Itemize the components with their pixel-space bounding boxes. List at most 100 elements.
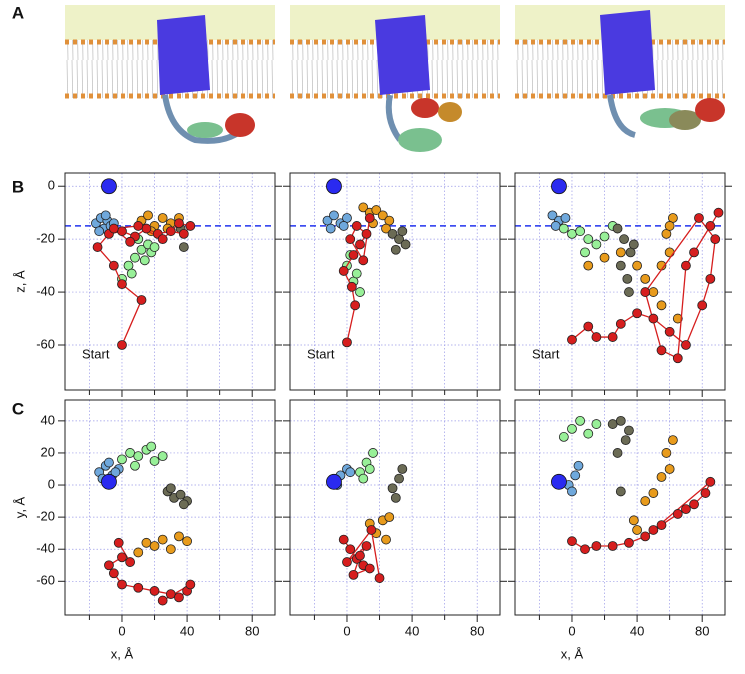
data-point: [165, 589, 176, 600]
data-point: [146, 441, 157, 452]
reference-point: [326, 178, 342, 195]
data-point: [628, 515, 639, 526]
data-point: [705, 273, 716, 284]
points: [94, 441, 196, 606]
data-point: [108, 223, 119, 234]
data-point: [117, 579, 127, 590]
x-tick-label: 80: [470, 623, 484, 638]
data-point: [165, 483, 176, 494]
data-point: [575, 415, 586, 426]
plot-frame: [289, 172, 501, 391]
data-point: [681, 340, 691, 350]
data-point: [364, 213, 375, 223]
data-point: [573, 460, 584, 471]
data-point: [358, 202, 369, 213]
data-point: [640, 496, 651, 506]
y-tick-label: -60: [36, 573, 55, 588]
reference-point: [326, 473, 342, 490]
plot-frame: [64, 172, 276, 391]
y-tick-label: 0: [48, 178, 55, 193]
data-point: [583, 428, 594, 439]
data-point: [182, 536, 192, 547]
data-point: [591, 541, 602, 551]
data-point: [345, 467, 356, 478]
y-axis-label: y, Å: [12, 496, 27, 518]
data-point: [141, 537, 152, 548]
data-point: [615, 260, 626, 271]
data-point: [397, 464, 408, 474]
data-point: [661, 448, 672, 458]
data-point: [358, 255, 369, 266]
reference-point: [101, 178, 117, 195]
data-point: [580, 544, 590, 555]
data-point: [705, 221, 716, 231]
data-point: [640, 531, 651, 542]
data-point: [157, 451, 168, 462]
data-point: [338, 534, 349, 545]
data-point: [558, 432, 569, 442]
data-point: [384, 512, 395, 523]
data-point: [580, 247, 590, 258]
data-point: [570, 470, 581, 481]
data-point: [361, 228, 372, 239]
data-point: [355, 287, 365, 297]
data-point: [364, 563, 375, 574]
data-point: [560, 213, 571, 223]
data-point: [599, 231, 610, 242]
data-point: [656, 300, 667, 311]
data-point: [374, 573, 385, 583]
plot-panel: 0 -20 -40 -60 Start z, Å: [12, 172, 282, 397]
data-point: [591, 332, 602, 342]
data-point: [648, 525, 659, 535]
data-point: [117, 340, 127, 350]
y-tick-label: 0: [48, 476, 55, 491]
data-point: [178, 499, 189, 510]
data-point: [338, 266, 349, 276]
data-point: [185, 579, 196, 590]
data-point: [108, 260, 119, 271]
data-point: [624, 425, 634, 436]
data-point: [355, 239, 365, 250]
reference-point: [551, 473, 567, 490]
x-tick-label: 40: [405, 623, 419, 638]
data-point: [612, 223, 623, 234]
data-point: [100, 210, 111, 221]
data-point: [371, 205, 382, 215]
data-point: [664, 326, 675, 337]
data-point: [149, 586, 160, 596]
data-point: [607, 541, 618, 551]
data-point: [632, 308, 642, 319]
data-point: [624, 537, 634, 548]
data-point: [178, 242, 189, 252]
data-point: [342, 337, 352, 348]
panel-label: B: [12, 177, 24, 196]
data-point: [139, 255, 150, 266]
data-point: [178, 228, 189, 239]
data-point: [705, 476, 716, 487]
data-point: [648, 488, 659, 498]
y-tick-label: -20: [36, 509, 55, 524]
data-point: [149, 541, 160, 551]
annotation: Start: [82, 346, 110, 361]
data-point: [697, 300, 708, 311]
data-point: [381, 223, 391, 234]
y-tick-label: 40: [41, 412, 55, 427]
data-point: [94, 226, 105, 237]
plot-panel: Start: [283, 172, 507, 397]
data-point: [165, 226, 176, 237]
data-point: [348, 569, 359, 580]
data-point: [583, 234, 594, 245]
data-point: [117, 226, 127, 237]
data-point: [672, 353, 683, 364]
data-point: [125, 557, 136, 567]
data-point: [689, 499, 699, 510]
structure-image: [515, 5, 725, 138]
data-point: [567, 486, 577, 497]
data-point: [550, 221, 561, 231]
y-axis-label: z, Å: [12, 270, 27, 293]
data-point: [149, 242, 160, 252]
y-tick-label: -40: [36, 541, 55, 556]
data-point: [157, 234, 168, 245]
data-point: [672, 313, 683, 324]
